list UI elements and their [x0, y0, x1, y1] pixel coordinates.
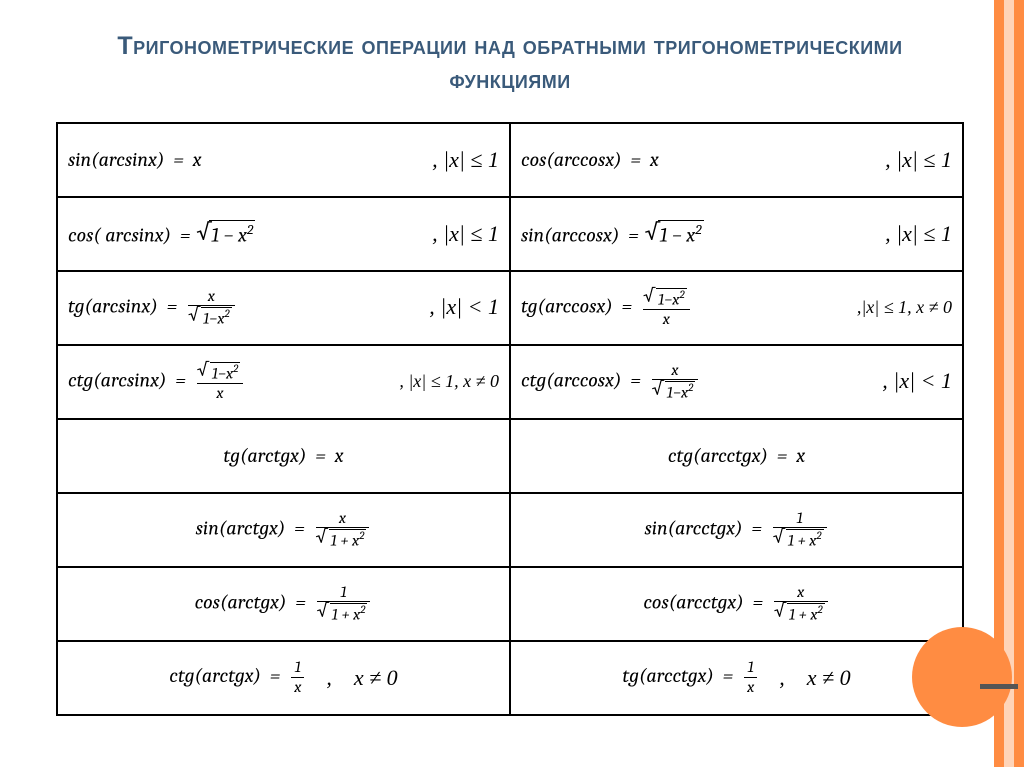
formula-text: ctg(arcctgx) = x	[668, 444, 805, 467]
formula-text: ctg(arctgx) = 1x	[169, 659, 306, 696]
table-row: sin(arctgx) = x1 + x2 sin(arcctgx) = 11 …	[57, 493, 963, 567]
table-row: ctg(arctgx) = 1x , x ≠ 0 tg(arcctgx) = 1…	[57, 641, 963, 715]
corner-dash-decoration	[980, 684, 1018, 689]
stripe	[1014, 0, 1024, 767]
formula-cell: cos(arccosx) = x , |x| ≤ 1	[510, 123, 963, 197]
formula-text: sin(arctgx) = x1 + x2	[196, 510, 372, 550]
formula-condition: , |x| ≤ 1	[885, 147, 952, 173]
formula-condition: , |x| < 1	[429, 294, 499, 320]
formula-cell: ctg(arcctgx) = x	[510, 419, 963, 493]
page-title: Тригонометрические операции над обратным…	[56, 30, 964, 98]
formula-text: cos(arcctgx) = x1 + x2	[643, 584, 829, 624]
formula-cell: sin(arcctgx) = 11 + x2	[510, 493, 963, 567]
table-row: tg(arcsinx) = x1−x2 , |x| < 1 tg(arccosx…	[57, 271, 963, 345]
formula-table-body: sin(arcsinx) = x , |x| ≤ 1 cos(arccosx) …	[57, 123, 963, 715]
formula-cell: cos(arcctgx) = x1 + x2	[510, 567, 963, 641]
formula-condition: , |x| ≤ 1	[885, 221, 952, 247]
formula-condition: , |x| ≤ 1	[432, 221, 499, 247]
formula-condition: , |x| < 1	[882, 368, 952, 394]
formula-text: tg(arcctgx) = 1x	[622, 659, 759, 696]
formula-text: sin(arcsinx) = x	[68, 148, 202, 171]
formula-cell: tg(arccosx) = 1−x2x ,|x| ≤ 1, x ≠ 0	[510, 271, 963, 345]
formula-text: cos(arccosx) = x	[521, 148, 659, 171]
formula-cell: sin(arcsinx) = x , |x| ≤ 1	[57, 123, 510, 197]
table-row: tg(arctgx) = x ctg(arcctgx) = x	[57, 419, 963, 493]
formula-cell: tg(arctgx) = x	[57, 419, 510, 493]
formula-text: tg(arcsinx) = x1−x2	[68, 288, 237, 328]
formula-text: cos(arctgx) = 11 + x2	[195, 584, 373, 624]
formula-condition: , |x| ≤ 1, x ≠ 0	[399, 371, 499, 392]
formula-cell: ctg(arccosx) = x1−x2 , |x| < 1	[510, 345, 963, 419]
formula-text: ctg(arccosx) = x1−x2	[521, 362, 700, 402]
formula-cell: cos( arcsinx) = 1 − x2 , |x| ≤ 1	[57, 197, 510, 271]
formula-text: cos( arcsinx) = 1 − x2	[68, 220, 255, 247]
formula-text: sin(arcctgx) = 11 + x2	[644, 510, 828, 550]
formula-condition: , x ≠ 0	[326, 665, 397, 691]
formula-table: sin(arcsinx) = x , |x| ≤ 1 cos(arccosx) …	[56, 122, 964, 716]
formula-text: tg(arctgx) = x	[223, 444, 343, 467]
table-row: cos(arctgx) = 11 + x2 cos(arcctgx) = x1 …	[57, 567, 963, 641]
table-row: sin(arcsinx) = x , |x| ≤ 1 cos(arccosx) …	[57, 123, 963, 197]
formula-cell: sin(arccosx) = 1 − x2 , |x| ≤ 1	[510, 197, 963, 271]
formula-cell: sin(arctgx) = x1 + x2	[57, 493, 510, 567]
table-row: ctg(arcsinx) = 1−x2x , |x| ≤ 1, x ≠ 0 ct…	[57, 345, 963, 419]
formula-text: ctg(arcsinx) = 1−x2x	[68, 362, 245, 402]
formula-cell: tg(arcctgx) = 1x , x ≠ 0	[510, 641, 963, 715]
formula-cell: tg(arcsinx) = x1−x2 , |x| < 1	[57, 271, 510, 345]
formula-condition: , x ≠ 0	[779, 665, 850, 691]
table-row: cos( arcsinx) = 1 − x2 , |x| ≤ 1 sin(arc…	[57, 197, 963, 271]
formula-cell: cos(arctgx) = 11 + x2	[57, 567, 510, 641]
formula-text: tg(arccosx) = 1−x2x	[521, 288, 692, 328]
formula-cell: ctg(arcsinx) = 1−x2x , |x| ≤ 1, x ≠ 0	[57, 345, 510, 419]
formula-condition: , |x| ≤ 1	[432, 147, 499, 173]
corner-circle-decoration	[912, 627, 1012, 727]
slide-content: Тригонометрические операции над обратным…	[0, 0, 1024, 736]
formula-cell: ctg(arctgx) = 1x , x ≠ 0	[57, 641, 510, 715]
formula-condition: ,|x| ≤ 1, x ≠ 0	[857, 297, 952, 318]
formula-text: sin(arccosx) = 1 − x2	[521, 220, 704, 247]
